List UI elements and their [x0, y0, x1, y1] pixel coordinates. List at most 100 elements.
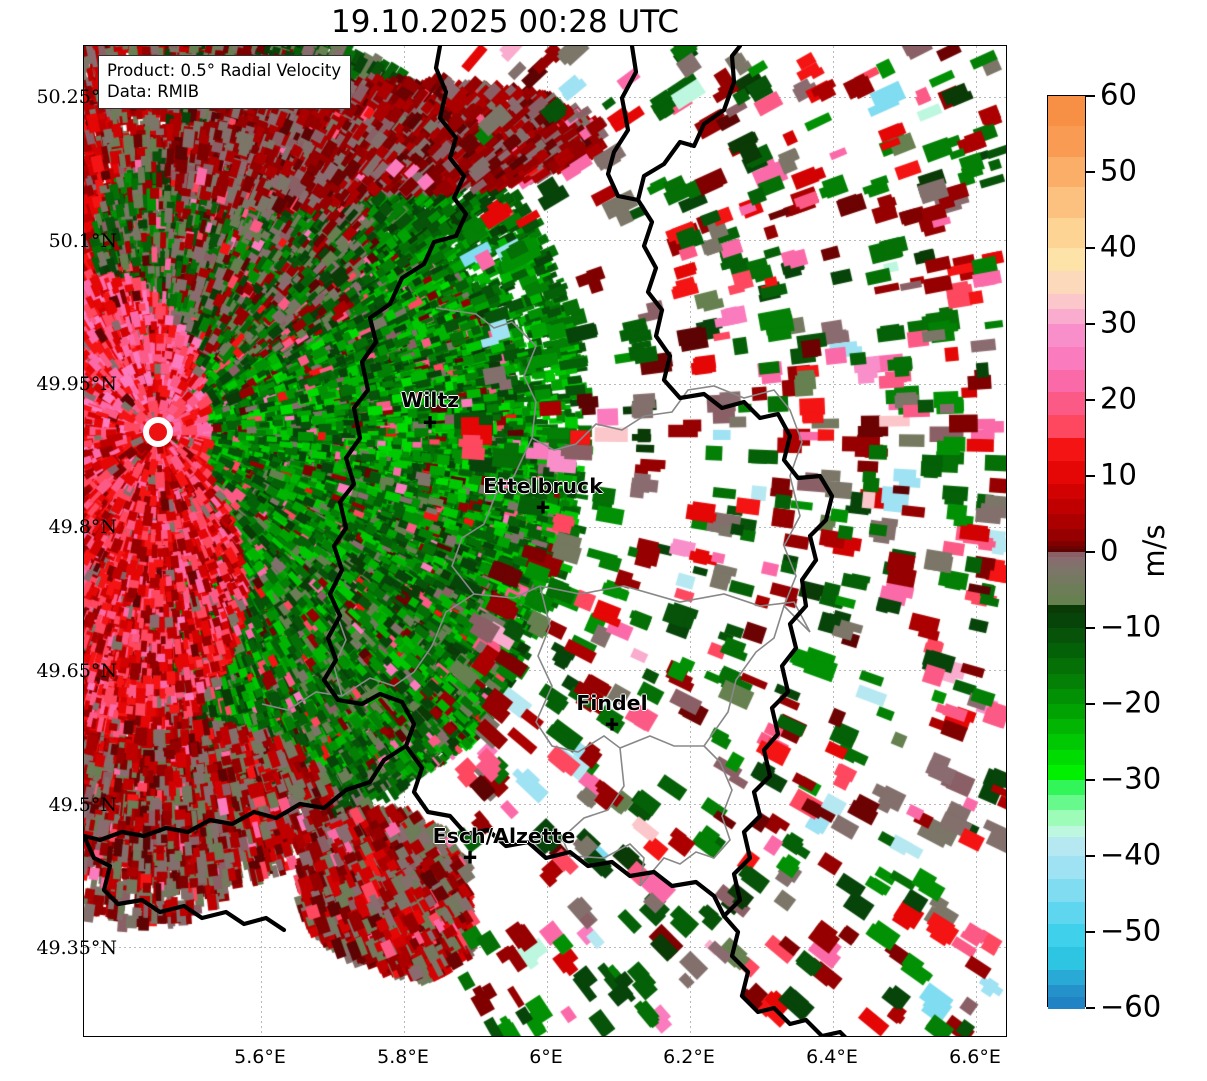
colorbar-segment [1048, 324, 1085, 348]
colorbar-segment [1048, 795, 1085, 811]
colorbar-segment [1048, 947, 1085, 971]
map-canvas: Wiltz ✚ Ettelbruck ✚ Findel ✚ Esch/Alzet… [84, 46, 1006, 1036]
colorbar-tick [1086, 931, 1095, 933]
info-data-line: Data: RMIB [107, 82, 200, 102]
x-axis-label: 5.6°E [234, 1046, 286, 1068]
colorbar-segment [1048, 583, 1085, 596]
colorbar-segment [1048, 658, 1085, 675]
colorbar-tick-label: 60 [1100, 77, 1137, 112]
colorbar-segment [1048, 734, 1085, 751]
colorbar-tick [1086, 323, 1095, 325]
city-label-esch-alzette: Esch/Alzette [432, 824, 576, 848]
colorbar-segment [1048, 392, 1085, 416]
colorbar-segment [1048, 574, 1085, 585]
colorbar-segment [1048, 548, 1085, 553]
colorbar-segment [1048, 545, 1085, 550]
x-axis-tick [547, 1036, 548, 1037]
colorbar-tick-label: 10 [1100, 457, 1137, 492]
product-info-box: Product: 0.5° Radial Velocity Data: RMIB [98, 55, 352, 109]
colorbar-segment [1048, 985, 1085, 998]
y-axis-label: 49.65°N [36, 660, 117, 682]
colorbar-segment [1048, 270, 1085, 295]
colorbar-segment [1048, 688, 1085, 705]
radar-site-marker[interactable] [143, 417, 173, 447]
colorbar-segment [1048, 248, 1085, 272]
colorbar-tick [1086, 171, 1095, 173]
colorbar-segment [1048, 749, 1085, 766]
colorbar-segment [1048, 594, 1085, 606]
colorbar-tick [1086, 1007, 1095, 1009]
colorbar-segment [1048, 514, 1085, 530]
colorbar-segment [1048, 561, 1085, 568]
info-product-line: Product: 0.5° Radial Velocity [107, 61, 342, 80]
colorbar-segment [1048, 612, 1085, 629]
y-axis-label: 49.8°N [48, 516, 117, 538]
x-axis-label: 6.4°E [806, 1046, 858, 1068]
city-marker-wiltz: ✚ [422, 413, 438, 434]
colorbar-tick [1086, 627, 1095, 629]
colorbar-segment [1048, 704, 1085, 720]
city-marker-ettelbruck: ✚ [535, 498, 551, 519]
colorbar-segment [1048, 217, 1085, 249]
colorbar-segment [1048, 156, 1085, 188]
x-axis-tick [261, 1036, 262, 1037]
colorbar-segment [1048, 567, 1085, 576]
colorbar-segment [1048, 556, 1085, 562]
x-axis-tick [690, 1036, 691, 1037]
radar-map-plot[interactable]: Wiltz ✚ Ettelbruck ✚ Findel ✚ Esch/Alzet… [83, 45, 1007, 1037]
colorbar-segment [1048, 346, 1085, 371]
city-marker-findel: ✚ [604, 715, 620, 736]
colorbar-segment [1048, 810, 1085, 827]
internal-borders [261, 307, 811, 887]
colorbar-segment [1048, 628, 1085, 644]
city-label-wiltz: Wiltz [400, 388, 460, 412]
colorbar-tick [1086, 475, 1095, 477]
x-axis-tick [404, 1036, 405, 1037]
national-borders [84, 46, 847, 1036]
colorbar-segment [1048, 540, 1085, 547]
y-axis-label: 50.25°N [36, 86, 117, 108]
colorbar[interactable] [1047, 95, 1086, 1009]
colorbar-tick [1086, 779, 1095, 781]
colorbar-tick-label: −10 [1100, 609, 1162, 644]
colorbar-segment [1048, 837, 1085, 857]
colorbar-segment [1048, 308, 1085, 325]
colorbar-segment [1048, 293, 1085, 310]
page-title: 19.10.2025 00:28 UTC [331, 4, 679, 40]
colorbar-tick [1086, 703, 1095, 705]
colorbar-tick-label: −40 [1100, 837, 1162, 872]
city-label-findel: Findel [576, 691, 648, 715]
colorbar-segment [1048, 924, 1085, 948]
colorbar-segment [1048, 187, 1085, 219]
colorbar-tick-label: −20 [1100, 685, 1162, 720]
colorbar-tick-label: −60 [1100, 989, 1162, 1024]
y-axis-label: 49.95°N [36, 373, 117, 395]
colorbar-tick-label: −30 [1100, 761, 1162, 796]
x-axis-tick [833, 1036, 834, 1037]
colorbar-segment [1048, 970, 1085, 986]
colorbar-segment [1048, 369, 1085, 393]
colorbar-segment [1048, 529, 1085, 542]
colorbar-segment [1048, 764, 1085, 781]
colorbar-tick [1086, 399, 1095, 401]
colorbar-segment [1048, 438, 1085, 462]
city-label-ettelbruck: Ettelbruck [483, 474, 603, 498]
x-axis-label: 5.8°E [377, 1046, 429, 1068]
colorbar-segment [1048, 780, 1085, 796]
colorbar-segment [1048, 96, 1085, 127]
x-axis-label: 6.2°E [663, 1046, 715, 1068]
colorbar-unit-label: m/s [1137, 524, 1171, 578]
y-axis-label: 49.5°N [48, 794, 117, 816]
x-axis-label: 6.6°E [949, 1046, 1001, 1068]
colorbar-segment [1048, 825, 1085, 838]
colorbar-segment [1048, 901, 1085, 925]
colorbar-tick-label: 40 [1100, 229, 1137, 264]
colorbar-tick [1086, 247, 1095, 249]
colorbar-segment [1048, 878, 1085, 903]
colorbar-tick-label: 0 [1100, 533, 1119, 568]
colorbar-segment [1048, 498, 1085, 515]
colorbar-tick [1086, 855, 1095, 857]
colorbar-tick-label: 20 [1100, 381, 1137, 416]
city-marker-esch-alzette: ✚ [462, 848, 478, 869]
colorbar-tick-label: −50 [1100, 913, 1162, 948]
